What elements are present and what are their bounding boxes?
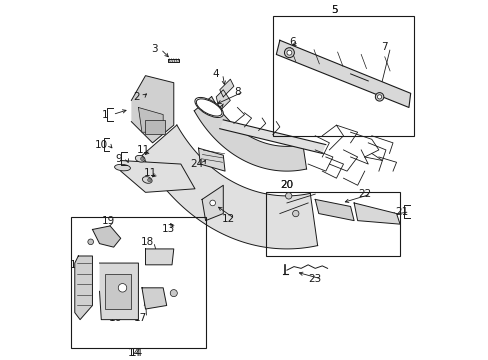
- Text: 10: 10: [95, 140, 108, 150]
- Circle shape: [292, 210, 298, 217]
- Text: 4: 4: [212, 69, 219, 79]
- Ellipse shape: [142, 177, 152, 183]
- Polygon shape: [131, 76, 173, 143]
- Polygon shape: [219, 120, 325, 153]
- Text: 14: 14: [128, 348, 141, 358]
- Polygon shape: [198, 148, 224, 171]
- Circle shape: [170, 289, 177, 297]
- Text: 23: 23: [308, 274, 321, 284]
- Text: 5: 5: [331, 5, 337, 15]
- Ellipse shape: [196, 99, 222, 116]
- Polygon shape: [168, 59, 179, 62]
- Text: 18: 18: [141, 237, 154, 247]
- Polygon shape: [145, 249, 173, 265]
- Text: 1: 1: [102, 109, 108, 120]
- Text: 2: 2: [133, 92, 140, 102]
- Text: 3: 3: [151, 44, 157, 54]
- Bar: [104, 274, 131, 309]
- Polygon shape: [276, 40, 410, 108]
- Text: 6: 6: [288, 37, 295, 47]
- Circle shape: [140, 157, 144, 161]
- Text: 12: 12: [222, 214, 235, 224]
- Circle shape: [284, 48, 294, 58]
- Text: 14: 14: [130, 348, 143, 358]
- Text: 20: 20: [280, 180, 293, 190]
- Text: 24: 24: [190, 159, 203, 169]
- Ellipse shape: [114, 164, 130, 171]
- Text: 11: 11: [144, 168, 157, 178]
- Polygon shape: [121, 161, 195, 192]
- Text: 16: 16: [109, 313, 122, 323]
- Polygon shape: [315, 199, 353, 221]
- Circle shape: [147, 178, 151, 182]
- Polygon shape: [216, 104, 223, 114]
- Text: 11: 11: [137, 145, 150, 155]
- Circle shape: [88, 239, 93, 245]
- Text: 8: 8: [234, 86, 240, 96]
- Circle shape: [285, 193, 291, 199]
- Text: 17: 17: [133, 313, 146, 323]
- Polygon shape: [216, 90, 230, 111]
- Text: 21: 21: [394, 207, 407, 217]
- Text: 20: 20: [280, 180, 293, 190]
- Polygon shape: [138, 108, 163, 132]
- Polygon shape: [194, 96, 306, 171]
- Ellipse shape: [135, 156, 145, 162]
- Polygon shape: [92, 226, 121, 247]
- Text: 5: 5: [331, 5, 337, 15]
- Polygon shape: [100, 263, 138, 320]
- Bar: [145, 120, 164, 134]
- Bar: [265, 192, 399, 256]
- Text: 15: 15: [70, 260, 83, 270]
- Circle shape: [209, 200, 215, 206]
- Polygon shape: [142, 288, 166, 309]
- Circle shape: [286, 50, 291, 55]
- Polygon shape: [353, 203, 399, 224]
- Bar: [71, 217, 205, 348]
- Polygon shape: [202, 185, 223, 221]
- Text: 9: 9: [116, 154, 122, 164]
- Circle shape: [377, 95, 381, 99]
- Bar: [272, 15, 413, 136]
- Text: 19: 19: [102, 216, 115, 226]
- Circle shape: [118, 284, 126, 292]
- Text: 7: 7: [380, 42, 386, 52]
- Polygon shape: [219, 79, 233, 97]
- Ellipse shape: [195, 98, 223, 117]
- Polygon shape: [142, 125, 317, 249]
- Polygon shape: [75, 256, 92, 320]
- Text: 13: 13: [162, 225, 175, 234]
- Text: 22: 22: [357, 189, 370, 199]
- Circle shape: [375, 93, 383, 101]
